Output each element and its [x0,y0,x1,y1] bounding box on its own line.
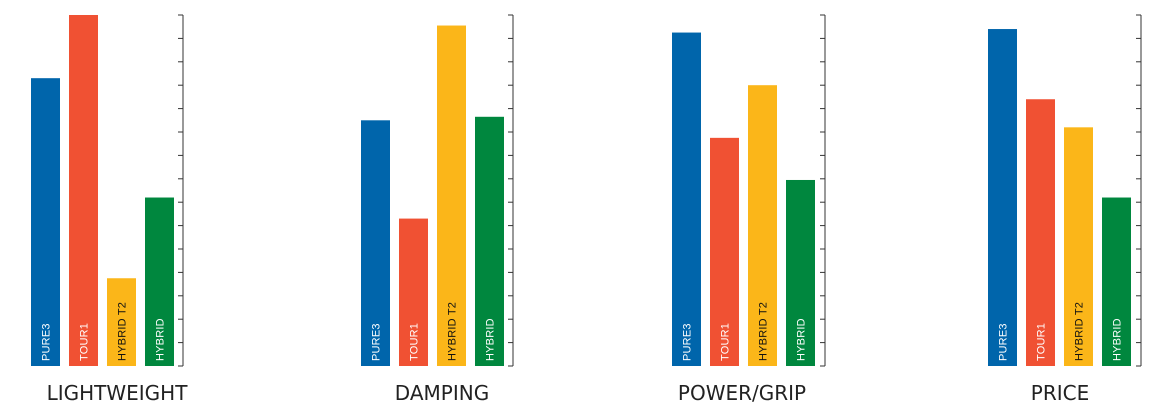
bar-label-tour1: TOUR1 [720,323,732,361]
bar-label-hybrid: HYBRID [796,318,808,361]
bar-tour1 [710,137,739,366]
chart-lightweight: PURE3 TOUR1 HYBRID T2 HYBRID LIGHTWEIGHT [31,14,189,405]
bar-pure3 [31,78,60,367]
chart-title: PRICE [1031,381,1089,405]
bar-label-hybrid: HYBRID [485,318,497,361]
bar-hybrid [145,197,174,366]
bar-label-hybrid-t2: HYBRID T2 [117,302,129,361]
bar-hybrid-t2 [107,278,136,366]
bar-hybrid [475,116,504,366]
bar-label-pure3: PURE3 [682,323,694,361]
chart-power-grip: PURE3 TOUR1 HYBRID T2 HYBRID POWER/GRIP [672,14,826,405]
bar-pure3 [988,29,1017,366]
bar-label-hybrid: HYBRID [1112,318,1124,361]
bar-tour1 [69,15,98,366]
bar-label-hybrid-t2: HYBRID T2 [1074,302,1086,361]
bar-label-pure3: PURE3 [998,323,1010,361]
bar-label-tour1: TOUR1 [79,323,91,361]
bar-hybrid [1102,197,1131,366]
bar-tour1 [399,218,428,366]
bar-label-tour1: TOUR1 [1036,323,1048,361]
chart-damping: PURE3 TOUR1 HYBRID T2 HYBRID DAMPING [361,14,514,405]
bar-pure3 [672,32,701,367]
bar-hybrid-t2 [437,25,466,367]
chart-price: PURE3 TOUR1 HYBRID T2 HYBRID PRICE [988,14,1142,405]
bar-label-hybrid: HYBRID [155,318,167,361]
bar-hybrid-t2 [1064,127,1093,366]
bar-label-hybrid-t2: HYBRID T2 [447,302,459,361]
bar-hybrid-t2 [748,85,777,366]
bar-label-tour1: TOUR1 [409,323,421,361]
chart-title: DAMPING [395,381,489,405]
bar-hybrid [786,179,815,366]
bar-label-pure3: PURE3 [371,323,383,361]
bar-label-hybrid-t2: HYBRID T2 [758,302,770,361]
chart-title: LIGHTWEIGHT [47,381,189,405]
bar-tour1 [1026,99,1055,367]
chart-title: POWER/GRIP [678,381,806,405]
bar-pure3 [361,120,390,366]
bar-label-pure3: PURE3 [41,323,53,361]
